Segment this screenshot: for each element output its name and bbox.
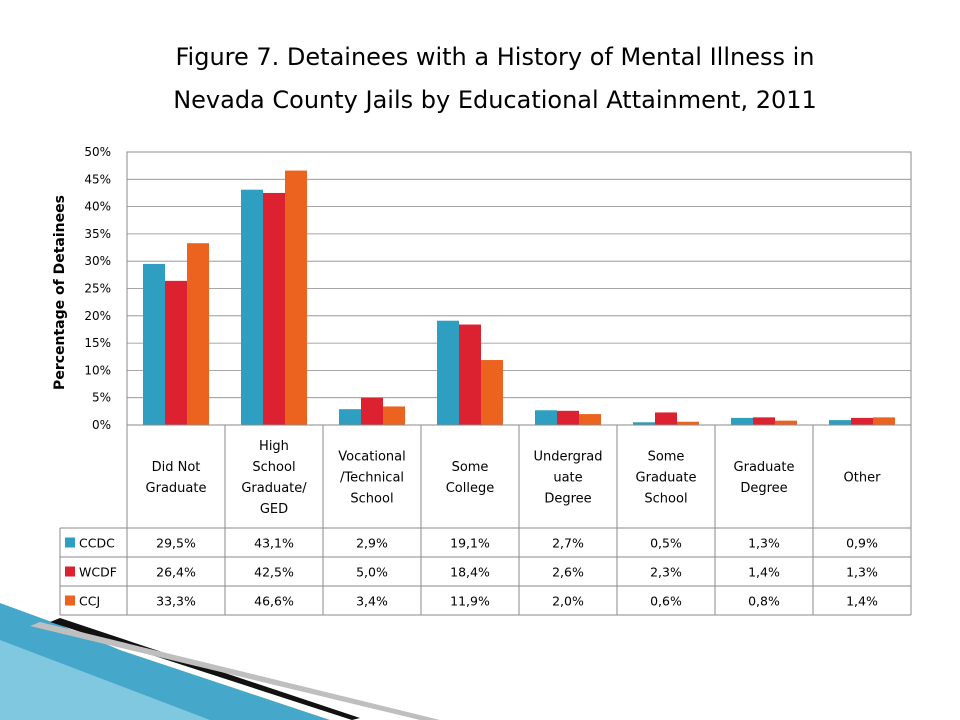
data-label: 1,4%	[846, 594, 878, 609]
data-label: 5,0%	[356, 565, 388, 580]
x-category-label: GED	[260, 502, 288, 517]
x-category-label: /Technical	[340, 471, 404, 486]
data-label: 0,5%	[650, 536, 682, 551]
bar-ccj	[481, 360, 503, 425]
x-category-label: School	[644, 492, 687, 507]
data-label: 46,6%	[254, 594, 294, 609]
data-label: 19,1%	[450, 536, 490, 551]
x-category-label: Some	[452, 460, 489, 475]
bar-ccj	[579, 414, 601, 425]
decoration-gray-stroke	[30, 622, 440, 720]
y-axis-title: Percentage of Detainees	[52, 195, 68, 390]
x-category-label: Did Not	[152, 460, 201, 475]
x-category-label: School	[252, 460, 295, 475]
data-label: 0,8%	[748, 594, 780, 609]
y-tick-label: 5%	[92, 391, 111, 405]
data-label: 1,4%	[748, 565, 780, 580]
x-category-label: College	[446, 481, 495, 496]
bar-ccdc	[731, 417, 753, 425]
x-category-label: Undergrad	[534, 450, 603, 465]
bar-wcdf	[459, 324, 481, 425]
x-category-label: Graduate/	[241, 481, 307, 496]
data-label: 1,3%	[748, 536, 780, 551]
decoration-light-wedge	[0, 640, 210, 720]
x-category-label: Other	[844, 471, 882, 486]
y-tick-label: 35%	[84, 227, 111, 241]
y-tick-label: 0%	[92, 418, 111, 432]
x-category-label: Graduate	[734, 460, 795, 475]
data-label: 2,3%	[650, 565, 682, 580]
slide-title: Figure 7. Detainees with a History of Me…	[0, 36, 960, 122]
legend-label-wcdf: WCDF	[79, 565, 117, 580]
x-category-label: Degree	[740, 481, 787, 496]
x-category-label: Graduate	[636, 471, 697, 486]
y-tick-label: 45%	[84, 172, 111, 186]
x-category-label: Graduate	[146, 481, 207, 496]
data-label: 29,5%	[156, 536, 196, 551]
legend-label-ccdc: CCDC	[79, 536, 115, 551]
bar-ccdc	[535, 410, 557, 425]
bar-ccj	[187, 243, 209, 425]
data-label: 42,5%	[254, 565, 294, 580]
bar-wcdf	[753, 417, 775, 425]
bar-wcdf	[655, 412, 677, 425]
bar-ccj	[285, 170, 307, 425]
y-tick-label: 50%	[84, 145, 111, 159]
bar-ccdc	[143, 263, 165, 425]
legend-label-ccj: CCJ	[79, 594, 100, 609]
data-label: 1,3%	[846, 565, 878, 580]
data-label: 33,3%	[156, 594, 196, 609]
title-line-1: Figure 7. Detainees with a History of Me…	[175, 43, 815, 71]
data-label: 2,7%	[552, 536, 584, 551]
legend-swatch-ccj	[65, 595, 75, 606]
bar-ccj	[873, 417, 895, 425]
data-label: 0,6%	[650, 594, 682, 609]
x-category-label: Degree	[544, 492, 591, 507]
y-tick-label: 30%	[84, 254, 111, 268]
data-label: 11,9%	[450, 594, 490, 609]
y-tick-label: 15%	[84, 336, 111, 350]
x-category-label: High	[259, 439, 289, 454]
legend-swatch-wcdf	[65, 566, 75, 577]
slide-decoration	[0, 603, 440, 720]
data-label: 18,4%	[450, 565, 490, 580]
y-tick-label: 10%	[84, 363, 111, 377]
data-label: 26,4%	[156, 565, 196, 580]
y-tick-label: 40%	[84, 200, 111, 214]
bar-wcdf	[165, 280, 187, 425]
data-label: 2,6%	[552, 565, 584, 580]
y-tick-label: 25%	[84, 282, 111, 296]
bar-wcdf	[263, 192, 285, 425]
bar-ccdc	[633, 422, 655, 425]
x-category-label: uate	[553, 471, 582, 486]
y-tick-label: 20%	[84, 309, 111, 323]
data-label: 3,4%	[356, 594, 388, 609]
data-label: 2,9%	[356, 536, 388, 551]
x-category-label: Some	[648, 450, 685, 465]
x-category-label: Vocational	[338, 450, 405, 465]
x-category-label: School	[350, 492, 393, 507]
bar-wcdf	[557, 410, 579, 425]
title-line-2: Nevada County Jails by Educational Attai…	[173, 86, 817, 114]
bar-ccj	[383, 406, 405, 425]
bar-ccj	[677, 421, 699, 425]
bar-wcdf	[361, 397, 383, 425]
bar-wcdf	[851, 417, 873, 425]
data-label: 43,1%	[254, 536, 294, 551]
bar-ccdc	[437, 320, 459, 425]
bar-ccdc	[829, 420, 851, 425]
data-label: 0,9%	[846, 536, 878, 551]
bar-ccdc	[339, 409, 361, 425]
data-label: 2,0%	[552, 594, 584, 609]
bar-ccdc	[241, 189, 263, 425]
legend-swatch-ccdc	[65, 537, 75, 548]
bar-ccj	[775, 420, 797, 425]
